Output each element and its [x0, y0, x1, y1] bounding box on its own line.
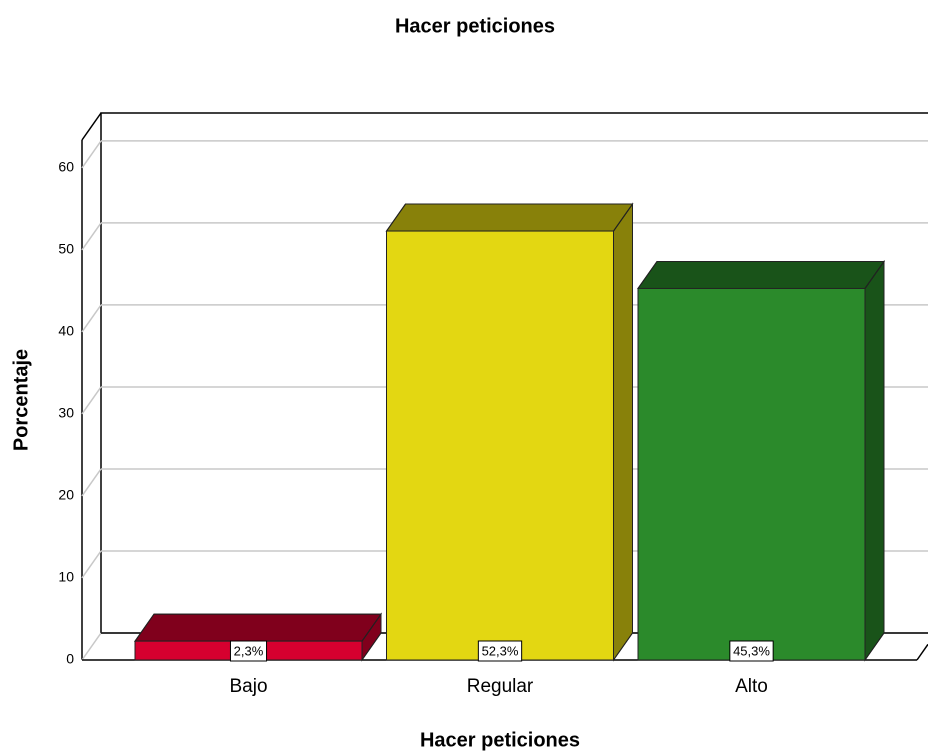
bar: [637, 287, 866, 661]
left-wall-top: [81, 112, 102, 141]
value-label-box: [229, 640, 268, 662]
y-axis-label: Porcentaje: [10, 349, 32, 451]
value-label: 45,3%: [733, 643, 770, 658]
grid-line-side: [81, 386, 102, 415]
bar-side-shade: [864, 259, 885, 662]
bar-top-shade: [637, 260, 885, 289]
floor-right: [916, 643, 928, 661]
grid-line-side: [81, 632, 102, 661]
y-tick-label: 20: [58, 487, 74, 503]
y-tick-label: 10: [58, 569, 74, 585]
bar-side-shade: [613, 202, 633, 662]
bar-top-shade: [385, 203, 634, 232]
x-axis-label: Hacer peticiones: [420, 729, 580, 751]
x-tick-label: Bajo: [229, 676, 267, 697]
chart-title: Hacer peticiones: [395, 15, 555, 37]
bar-top-shade: [134, 613, 382, 642]
grid-line-side: [81, 222, 102, 251]
value-label: 2,3%: [234, 643, 264, 658]
grid-line-side: [81, 304, 102, 333]
y-tick-label: 30: [58, 405, 74, 421]
value-label-box: [477, 640, 523, 662]
grid-line-side: [81, 468, 102, 497]
y-tick-label: 50: [58, 241, 74, 257]
value-label-box: [729, 640, 774, 662]
x-tick-label: Regular: [467, 676, 534, 697]
value-label: 52,3%: [482, 643, 519, 658]
y-tick-label: 0: [66, 651, 74, 667]
grid-line-side: [81, 550, 102, 579]
grid-line-side: [81, 140, 102, 169]
x-tick-label: Alto: [735, 676, 768, 697]
y-tick-label: 40: [58, 323, 74, 339]
bar: [386, 230, 614, 661]
y-tick-label: 60: [58, 159, 74, 175]
